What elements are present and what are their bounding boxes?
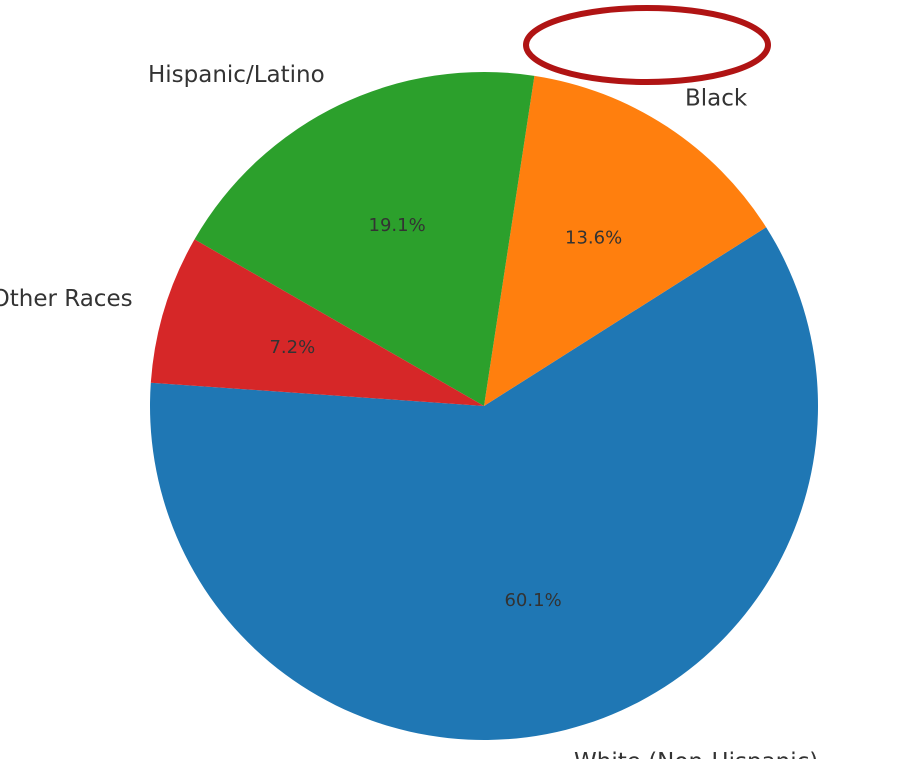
- category-label: White (Non-Hispanic): [574, 749, 818, 759]
- pct-label: 7.2%: [269, 337, 315, 358]
- pie-slices: [150, 71, 819, 740]
- category-label: Black: [685, 85, 748, 111]
- pie-slice-asian-other-races: [150, 239, 485, 406]
- highlight-ellipse: [523, 5, 771, 85]
- pie-labels: 60.1% White (Non-Hispanic) 13.6% Black 19.1%…: [0, 62, 818, 759]
- pie-slice-black: [484, 75, 767, 406]
- pct-label: 60.1%: [504, 590, 561, 611]
- pct-label: 19.1%: [369, 215, 426, 236]
- pie-slice-hispanic-latino: [194, 71, 535, 406]
- category-label: Hispanic/Latino: [148, 62, 325, 88]
- pct-label: 13.6%: [565, 228, 622, 249]
- pie-slice-white-non-hispanic: [150, 227, 819, 740]
- category-label: Asian & Other Races: [0, 286, 133, 312]
